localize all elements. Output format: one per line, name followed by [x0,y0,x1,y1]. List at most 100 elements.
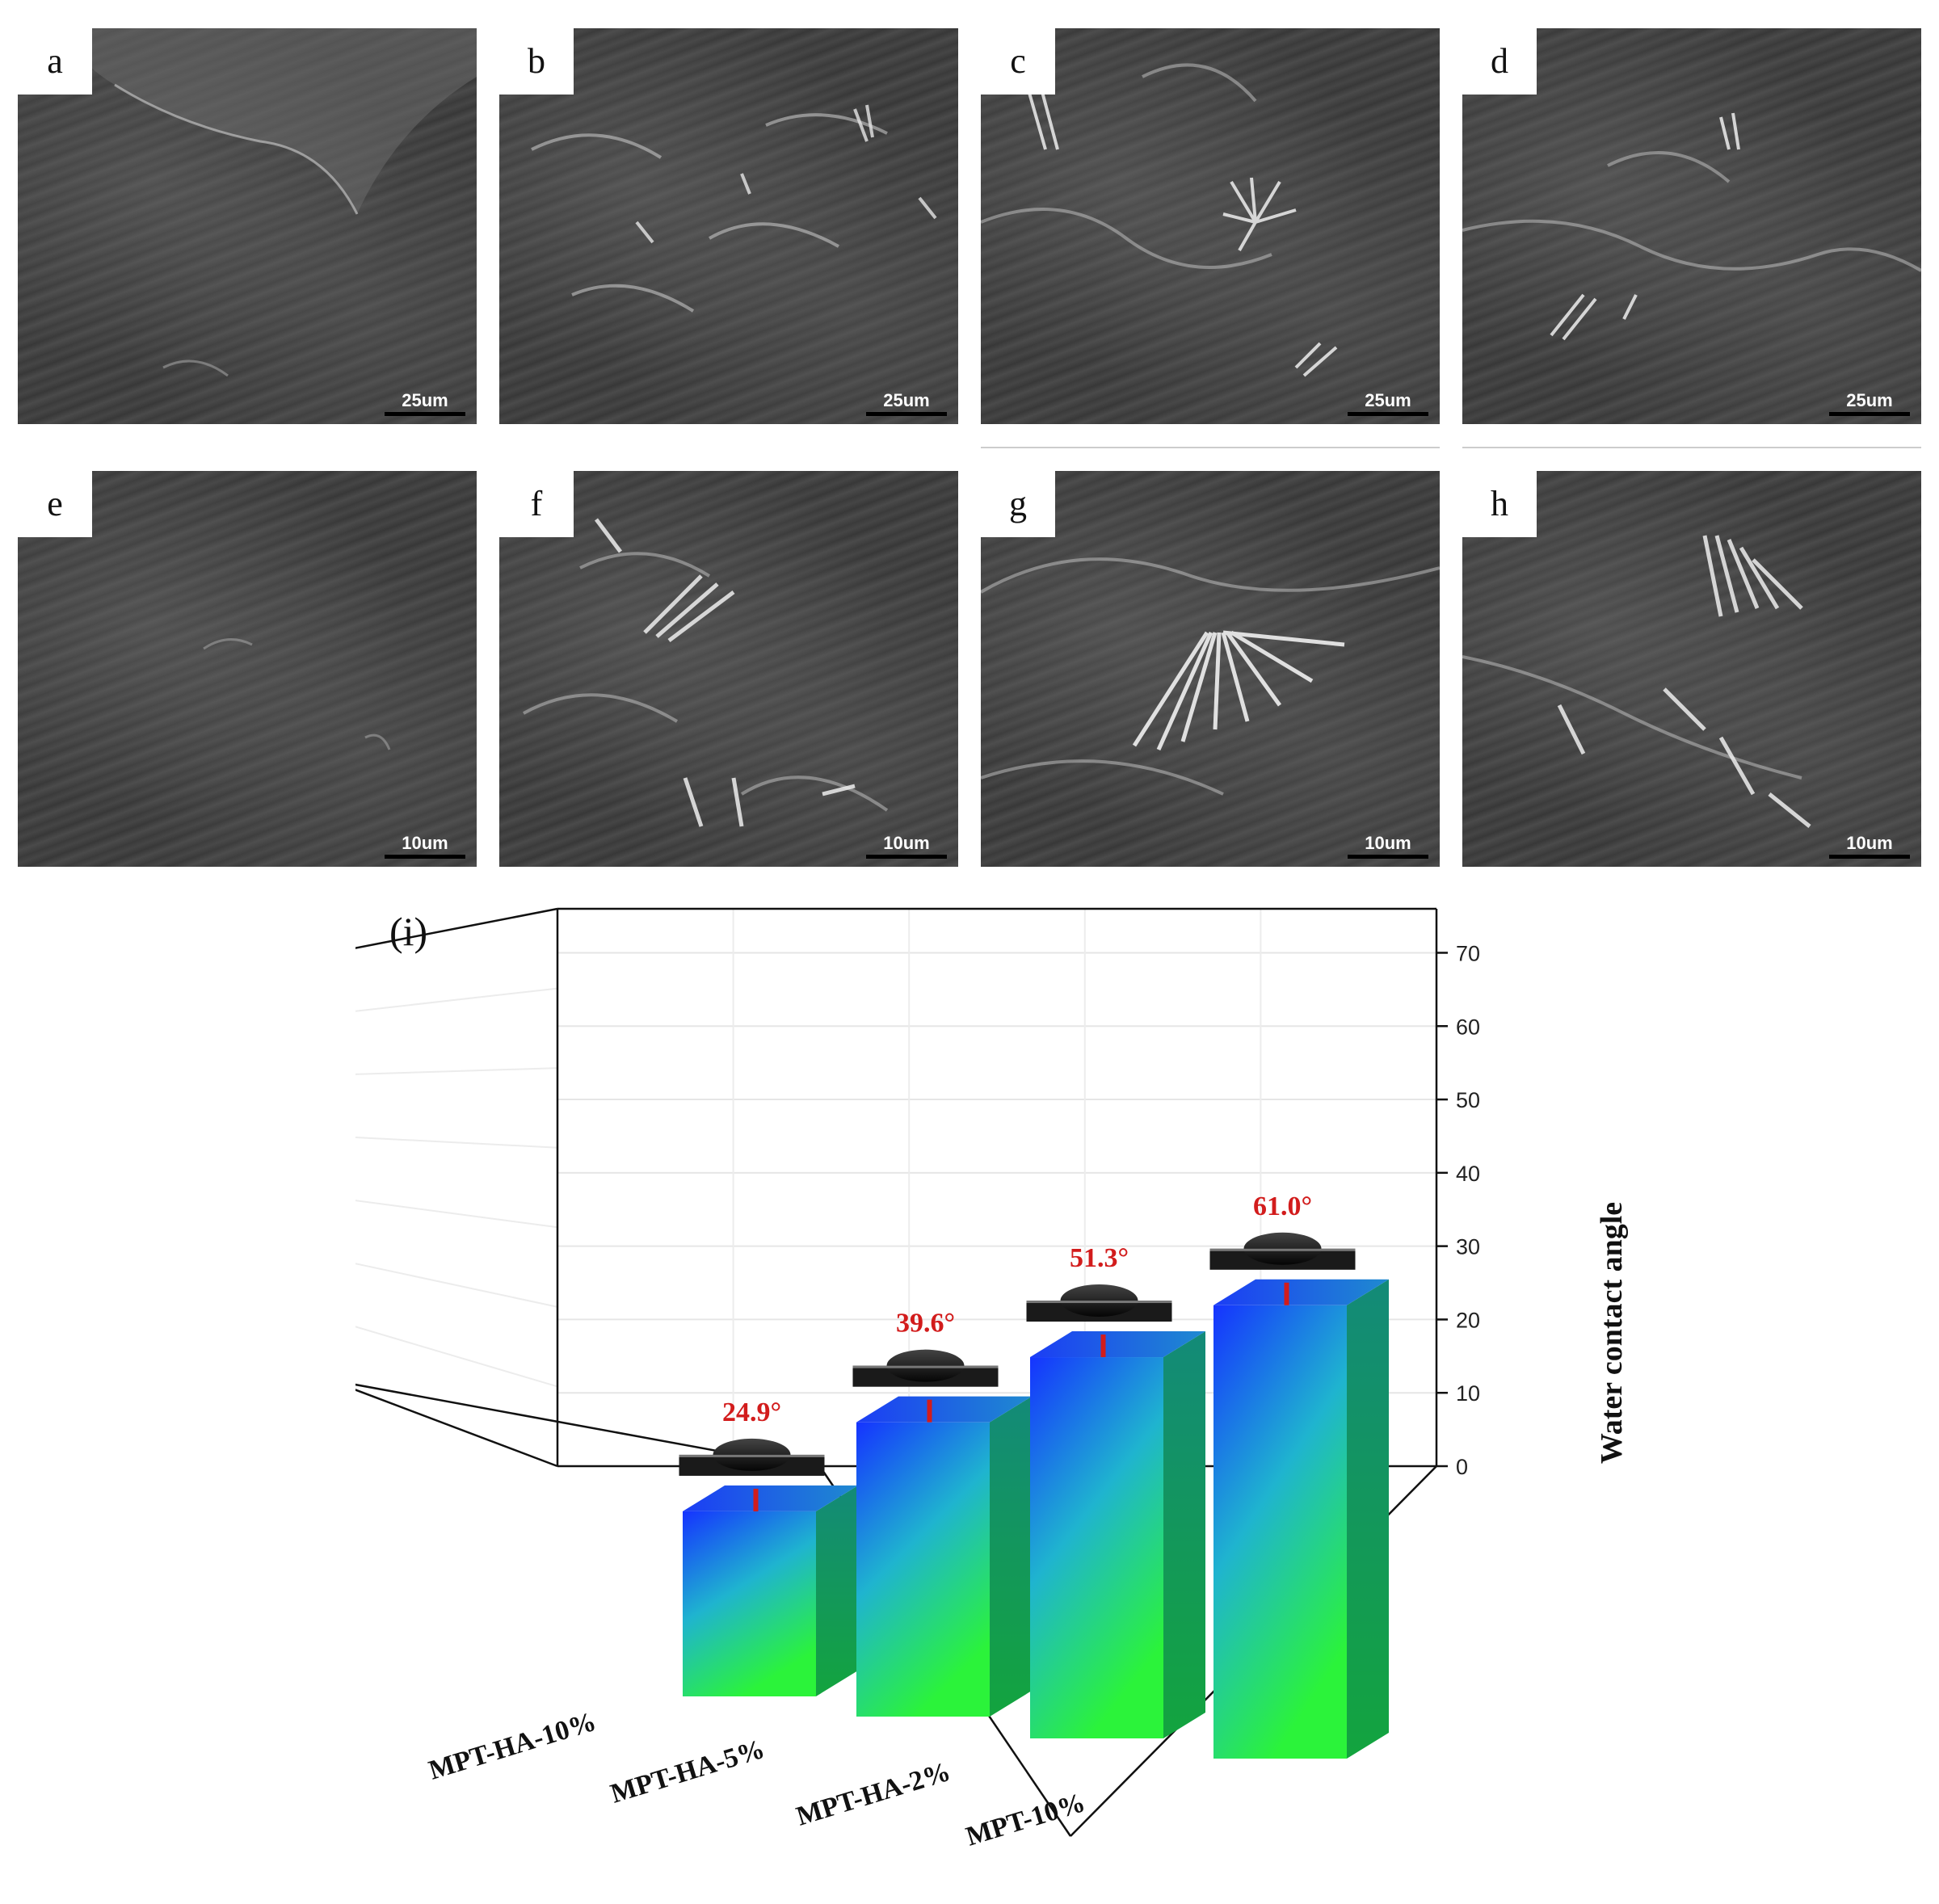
separator-line [981,447,1440,448]
scale-bar: 25um [385,391,465,416]
bar-top [1030,1331,1205,1358]
z-tick-label: 50 [1456,1088,1480,1112]
water-droplet [886,1349,965,1382]
z-tick-label: 30 [1456,1235,1480,1259]
sem-texture [981,63,1338,377]
scale-bar-line [1829,855,1910,859]
scale-bar: 10um [385,834,465,859]
grid-line [355,1263,558,1308]
bar-top [683,1485,858,1511]
category-label: MPT-HA-5% [608,1734,768,1809]
scale-bar: 10um [866,834,947,859]
bars-layer [679,1232,1389,1759]
scale-bar-line [866,855,947,859]
red-marker [1100,1334,1106,1358]
panel-label: d [1462,28,1537,95]
scale-bar-line [1348,412,1428,416]
axis-edge [355,907,558,949]
sem-panel-g: g 10um [981,471,1440,867]
bar-side [816,1485,858,1696]
scale-bar-label: 25um [1365,390,1411,410]
scale-bar: 25um [1829,391,1910,416]
category-label: MPT-10% [963,1788,1089,1852]
scale-bar-label: 25um [883,390,930,410]
water-droplet [713,1438,791,1471]
value-label: 61.0° [1253,1192,1312,1221]
axis-edge [355,1389,558,1468]
separator-line [1462,447,1921,448]
droplet-baseline [852,1365,999,1368]
bar [856,1422,990,1717]
droplet-baseline [679,1454,825,1457]
z-tick-label: 10 [1456,1381,1480,1406]
scale-bar-label: 10um [1846,833,1893,853]
droplet-baseline [1209,1248,1356,1251]
z-tick-label: 70 [1456,941,1480,965]
contact-angle-chart: 0 10 20 30 40 50 60 70 24.9° MPT-HA-10% 39.6° MPT-… [355,907,1629,1852]
bar-top [1213,1279,1389,1305]
bar [1213,1305,1347,1759]
grid-line [355,1200,558,1229]
red-marker [753,1488,759,1511]
panel-label: f [499,471,574,537]
panel-label-i: (i) [389,909,427,954]
red-marker [927,1399,932,1423]
sem-texture [531,104,937,313]
panel-label: h [1462,471,1537,537]
sem-panel-e: e 10um [18,471,477,867]
sem-panel-b: b 25um [499,28,958,424]
scale-bar: 25um [866,391,947,416]
z-axis-title: Water contact angle [1595,1202,1629,1464]
sem-texture [1462,535,1811,828]
scale-bar-label: 10um [1365,833,1411,853]
sem-texture [523,518,889,827]
grid-line [355,987,558,1012]
scale-bar-label: 25um [402,390,448,410]
grid-line [355,1326,558,1388]
value-label: 24.9° [722,1398,781,1427]
sem-texture [981,557,1440,796]
sem-panel-a: a 25um [18,28,477,424]
scale-bar-line [1348,855,1428,859]
droplet-baseline [1026,1301,1172,1304]
panel-label: b [499,28,574,95]
z-tick-label: 20 [1456,1308,1480,1332]
z-tick-label: 0 [1456,1455,1468,1479]
panel-label: g [981,471,1055,537]
sem-panel-c: c 25um [981,28,1440,424]
scale-bar-label: 10um [883,833,930,853]
bar [1030,1357,1163,1738]
bar-side [1347,1279,1389,1759]
value-label: 51.3° [1070,1243,1129,1273]
z-tick-label: 40 [1456,1162,1480,1186]
sem-panel-d: d 25um [1462,28,1921,424]
category-label: MPT-HA-2% [793,1757,954,1832]
value-label: 39.6° [896,1309,955,1339]
z-tick-label: 60 [1456,1015,1480,1039]
bar-side [990,1396,1032,1717]
scale-bar: 25um [1348,391,1428,416]
sem-texture [1462,112,1921,341]
grid-line [355,1136,558,1149]
panel-label: e [18,471,92,537]
sem-panel-f: f 10um [499,471,958,867]
bar [683,1511,816,1696]
scale-bar-line [385,412,465,416]
panel-label: c [981,28,1055,95]
scale-bar: 10um [1348,834,1428,859]
panel-label: a [18,28,92,95]
sem-texture [66,28,477,377]
scale-bar: 10um [1829,834,1910,859]
sem-texture [203,638,391,750]
bar-top [856,1396,1032,1423]
red-marker [1284,1282,1289,1305]
sem-panel-h: h 10um [1462,471,1921,867]
scale-bar-line [385,855,465,859]
bar-side [1163,1331,1205,1738]
grid-line [355,1067,558,1075]
scale-bar-line [1829,412,1910,416]
scale-bar-label: 25um [1846,390,1893,410]
scale-bar-label: 10um [402,833,448,853]
category-label: MPT-HA-10% [426,1707,600,1786]
scale-bar-line [866,412,947,416]
